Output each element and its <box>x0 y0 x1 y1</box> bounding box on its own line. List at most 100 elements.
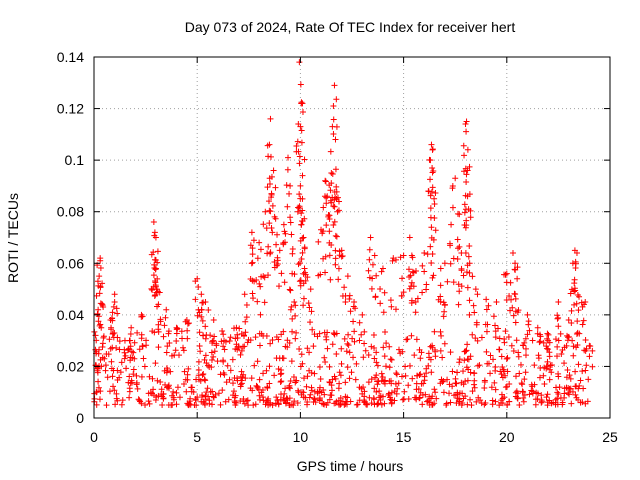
data-point <box>256 396 263 403</box>
data-point <box>237 383 244 390</box>
data-point <box>375 378 382 385</box>
data-point <box>287 287 294 294</box>
data-point <box>139 313 146 320</box>
data-point <box>108 324 115 331</box>
data-point <box>257 246 264 253</box>
data-point <box>572 287 579 294</box>
data-point <box>323 336 330 343</box>
data-point <box>333 123 340 130</box>
data-point <box>381 353 388 360</box>
data-point <box>454 391 461 398</box>
data-point <box>382 377 389 384</box>
data-point <box>437 347 444 354</box>
data-point <box>322 178 329 185</box>
data-point <box>485 302 492 309</box>
data-point <box>537 364 544 371</box>
data-point <box>206 400 213 407</box>
data-point <box>143 342 150 349</box>
data-point <box>535 352 542 359</box>
data-point <box>317 376 324 383</box>
data-point <box>515 353 522 360</box>
data-point <box>453 380 460 387</box>
data-point <box>110 383 117 390</box>
data-point <box>335 198 342 205</box>
data-point <box>572 368 579 375</box>
data-point <box>466 269 473 276</box>
data-point <box>263 398 270 405</box>
data-point <box>273 394 280 401</box>
data-point <box>546 366 553 373</box>
data-point <box>195 284 202 291</box>
data-point <box>237 397 244 404</box>
data-point <box>492 322 499 329</box>
data-point <box>548 362 555 369</box>
data-point <box>97 388 104 395</box>
data-point <box>266 207 273 214</box>
data-point <box>482 321 489 328</box>
data-point <box>328 170 335 177</box>
data-point <box>461 348 468 355</box>
data-point <box>239 374 246 381</box>
data-point <box>238 368 245 375</box>
data-point <box>408 332 415 339</box>
data-point <box>96 396 103 403</box>
data-point <box>338 247 345 254</box>
data-point <box>469 388 476 395</box>
data-point <box>510 312 517 319</box>
data-point <box>568 400 575 407</box>
data-point <box>272 400 279 407</box>
data-point <box>543 394 550 401</box>
data-point <box>353 360 360 367</box>
data-point <box>295 387 302 394</box>
data-point <box>374 400 381 407</box>
data-point <box>331 82 338 89</box>
data-point <box>350 318 357 325</box>
y-axis-label: ROTI / TECUs <box>5 193 21 283</box>
data-point <box>544 358 551 365</box>
data-point <box>202 323 209 330</box>
data-point <box>324 329 331 336</box>
data-point <box>220 370 227 377</box>
data-point <box>498 371 505 378</box>
data-point <box>240 396 247 403</box>
data-point <box>364 401 371 408</box>
data-point <box>496 402 503 409</box>
data-point <box>472 286 479 293</box>
data-point <box>211 348 218 355</box>
data-point <box>449 185 456 192</box>
data-point <box>220 357 227 364</box>
data-point <box>346 349 353 356</box>
data-point <box>458 283 465 290</box>
data-point <box>299 172 306 179</box>
data-point <box>416 394 423 401</box>
data-point <box>332 136 339 143</box>
data-point <box>305 300 312 307</box>
data-point <box>296 191 303 198</box>
data-point <box>324 399 331 406</box>
data-point <box>351 328 358 335</box>
data-point <box>332 166 339 173</box>
data-point <box>532 396 539 403</box>
data-point <box>342 393 349 400</box>
data-point <box>380 344 387 351</box>
data-point <box>403 336 410 343</box>
data-point <box>516 401 523 408</box>
data-point <box>370 331 377 338</box>
data-point <box>157 379 164 386</box>
data-point <box>341 335 348 342</box>
data-point <box>219 328 226 335</box>
data-point <box>108 365 115 372</box>
data-point <box>528 387 535 394</box>
data-point <box>463 128 470 135</box>
data-point <box>284 203 291 210</box>
data-point <box>463 364 470 371</box>
data-point <box>474 291 481 298</box>
data-point <box>202 335 209 342</box>
data-point <box>312 399 319 406</box>
data-point <box>104 374 111 381</box>
data-point <box>508 296 515 303</box>
data-point <box>428 224 435 231</box>
data-point <box>414 372 421 379</box>
data-point <box>467 396 474 403</box>
data-point <box>458 265 465 272</box>
